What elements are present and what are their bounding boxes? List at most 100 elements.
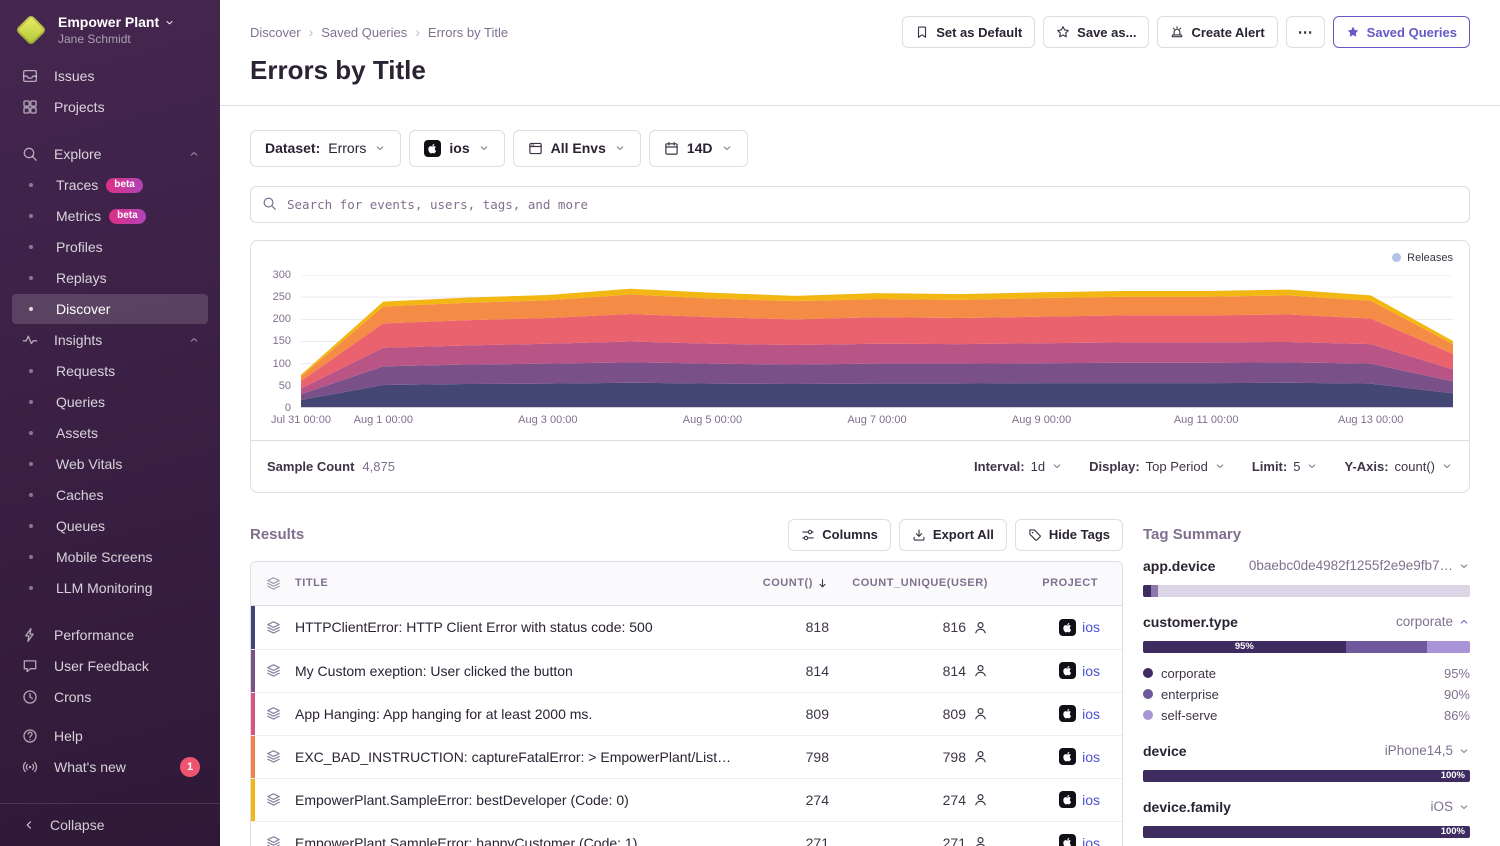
saved-queries-button[interactable]: Saved Queries: [1333, 16, 1470, 48]
project-cell: ios: [1002, 705, 1122, 722]
sidebar-item-assets[interactable]: Assets: [12, 418, 208, 448]
save-as-button[interactable]: Save as...: [1043, 16, 1149, 48]
search-input[interactable]: [250, 186, 1470, 223]
tag-section-header[interactable]: device.familyiOS: [1143, 796, 1470, 818]
stacked-area-chart[interactable]: [301, 275, 1453, 408]
sidebar-item-explore[interactable]: Explore: [12, 139, 208, 169]
limit-select[interactable]: Limit: 5: [1252, 459, 1319, 474]
user-icon: [973, 706, 988, 721]
table-row: HTTPClientError: HTTP Client Error with …: [251, 606, 1122, 649]
sidebar-item-performance[interactable]: Performance: [12, 620, 208, 650]
tag-legend-item[interactable]: corporate95%: [1143, 663, 1470, 684]
create-alert-button[interactable]: Create Alert: [1157, 16, 1277, 48]
tag-key: device.family: [1143, 799, 1231, 815]
issue-title[interactable]: EXC_BAD_INSTRUCTION: captureFatalError: …: [295, 749, 732, 765]
sidebar-item-projects[interactable]: Projects: [12, 92, 208, 122]
hide-tags-button[interactable]: Hide Tags: [1015, 519, 1123, 551]
environment-filter[interactable]: All Envs: [513, 130, 641, 167]
sample-count: Sample Count 4,875: [267, 459, 395, 474]
column-header-count-unique[interactable]: COUNT_UNIQUE(USER): [837, 577, 1002, 589]
sidebar-item-requests[interactable]: Requests: [12, 356, 208, 386]
y-axis-tick-label: 50: [279, 381, 291, 392]
column-header-title[interactable]: TITLE: [295, 577, 732, 589]
chevron-down-icon: [1458, 560, 1470, 572]
more-options-button[interactable]: ⋯: [1286, 16, 1325, 48]
project-link[interactable]: ios: [1059, 662, 1100, 679]
issue-title[interactable]: App Hanging: App hanging for at least 20…: [295, 706, 732, 722]
sidebar-item-metrics[interactable]: Metricsbeta: [12, 201, 208, 231]
sidebar-item-web-vitals[interactable]: Web Vitals: [12, 449, 208, 479]
dataset-filter[interactable]: Dataset: Errors: [250, 130, 401, 167]
search-icon: [262, 196, 277, 211]
user-icon: [973, 663, 988, 678]
sidebar-item-issues[interactable]: Issues: [12, 61, 208, 91]
sidebar-item-help[interactable]: Help: [12, 721, 208, 751]
tag-bar-segment: 95%: [1143, 641, 1346, 653]
project-cell: ios: [1002, 662, 1122, 679]
sort-desc-icon: [816, 577, 829, 590]
column-header-project[interactable]: PROJECT: [1002, 577, 1122, 589]
sidebar-item-caches[interactable]: Caches: [12, 480, 208, 510]
breadcrumb-saved-queries[interactable]: Saved Queries: [321, 25, 407, 40]
sidebar-item-insights[interactable]: Insights: [12, 325, 208, 355]
layers-icon: [266, 835, 281, 846]
breadcrumb-discover[interactable]: Discover: [250, 25, 301, 40]
releases-legend-label: Releases: [1407, 252, 1453, 264]
x-axis-tick-label: Aug 1 00:00: [354, 414, 413, 426]
y-axis-select[interactable]: Y-Axis: count(): [1344, 459, 1453, 474]
date-range-filter[interactable]: 14D: [649, 130, 748, 167]
sidebar-item-traces[interactable]: Tracesbeta: [12, 170, 208, 200]
sidebar-item-discover[interactable]: Discover: [12, 294, 208, 324]
interval-select[interactable]: Interval: 1d: [974, 459, 1063, 474]
dataset-value: Errors: [328, 140, 366, 156]
sidebar-item-crons[interactable]: Crons: [12, 682, 208, 712]
tag-section-header[interactable]: app.device0baebc0de4982f1255f2e9e9fb7…: [1143, 555, 1470, 577]
sidebar-item-replays[interactable]: Replays: [12, 263, 208, 293]
project-link[interactable]: ios: [1059, 834, 1100, 846]
apple-icon: [1062, 708, 1073, 719]
project-link[interactable]: ios: [1059, 791, 1100, 808]
sidebar-item-mobile-screens[interactable]: Mobile Screens: [12, 542, 208, 572]
environment-filter-value: All Envs: [551, 140, 606, 156]
layers-icon: [251, 576, 295, 591]
tag-section-header[interactable]: customer.typecorporate: [1143, 611, 1470, 633]
project-link[interactable]: ios: [1059, 705, 1100, 722]
sidebar-item-profiles[interactable]: Profiles: [12, 232, 208, 262]
legend-percentage: 86%: [1444, 708, 1470, 723]
set-as-default-button[interactable]: Set as Default: [902, 16, 1035, 48]
tag-legend-item[interactable]: enterprise90%: [1143, 684, 1470, 705]
count-value: 809: [732, 706, 837, 722]
tag-section-customer-type: customer.typecorporate 95% corporate95%ent…: [1143, 611, 1470, 726]
tag-section-header[interactable]: deviceiPhone14,5: [1143, 740, 1470, 762]
legend-dot-icon: [1143, 710, 1153, 720]
apple-icon: [427, 143, 438, 154]
apple-icon: [1062, 665, 1073, 676]
sidebar-item-queues[interactable]: Queues: [12, 511, 208, 541]
sidebar-item-what-s-new[interactable]: What's new1: [12, 752, 208, 782]
sidebar-item-llm-monitoring[interactable]: LLM Monitoring: [12, 573, 208, 603]
tag-top-value: corporate: [1396, 614, 1453, 629]
issue-title[interactable]: EmpowerPlant.SampleError: bestDeveloper …: [295, 792, 732, 808]
collapse-button[interactable]: Collapse: [0, 803, 220, 846]
issue-title[interactable]: EmpowerPlant.SampleError: happyCustomer …: [295, 835, 732, 846]
y-axis-tick-label: 300: [273, 270, 291, 281]
ellipsis-icon: ⋯: [1298, 23, 1313, 41]
columns-button[interactable]: Columns: [788, 519, 891, 551]
columns-label: Columns: [822, 527, 878, 542]
project-link[interactable]: ios: [1059, 748, 1100, 765]
column-header-count[interactable]: COUNT(): [732, 577, 837, 590]
project-link[interactable]: ios: [1059, 619, 1100, 636]
project-filter[interactable]: ios: [409, 130, 504, 167]
issue-title[interactable]: My Custom exeption: User clicked the but…: [295, 663, 732, 679]
sidebar: Empower Plant Jane Schmidt IssuesProject…: [0, 0, 220, 846]
sidebar-item-queries[interactable]: Queries: [12, 387, 208, 417]
sidebar-item-user-feedback[interactable]: User Feedback: [12, 651, 208, 681]
bullet-icon: [23, 183, 39, 187]
org-switcher[interactable]: Empower Plant Jane Schmidt: [0, 0, 220, 55]
tag-legend-item[interactable]: self-serve86%: [1143, 705, 1470, 726]
export-all-button[interactable]: Export All: [899, 519, 1007, 551]
series-color-indicator: [251, 822, 255, 846]
releases-legend[interactable]: Releases: [1392, 252, 1453, 264]
display-select[interactable]: Display: Top Period: [1089, 459, 1226, 474]
issue-title[interactable]: HTTPClientError: HTTP Client Error with …: [295, 619, 732, 635]
